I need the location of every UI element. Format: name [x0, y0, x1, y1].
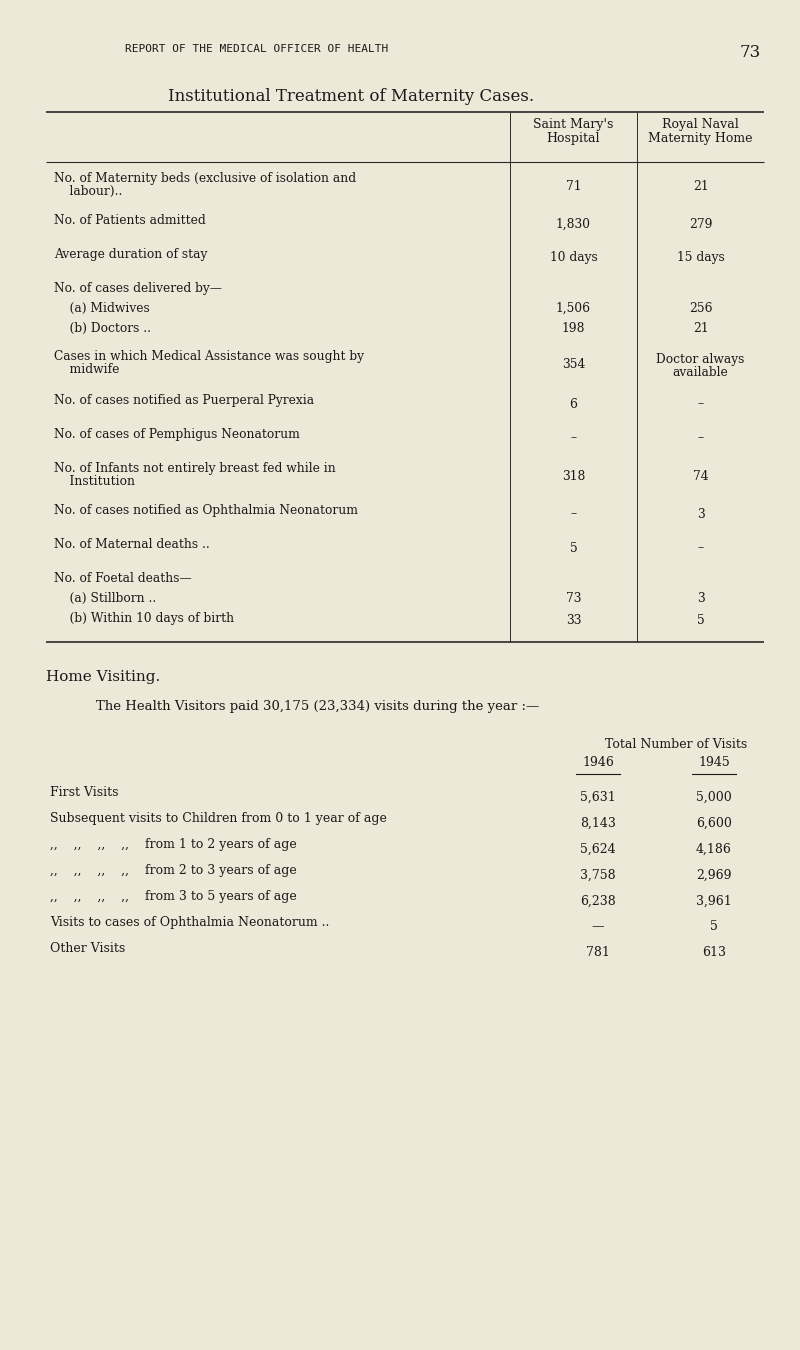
Text: 6,600: 6,600 [696, 817, 732, 829]
Text: –: – [698, 397, 703, 410]
Text: Total Number of Visits: Total Number of Visits [605, 738, 747, 751]
Text: 1946: 1946 [582, 756, 614, 770]
Text: Royal Naval: Royal Naval [662, 117, 739, 131]
Text: 5: 5 [697, 613, 704, 626]
Text: —: — [592, 921, 604, 933]
Text: –: – [570, 508, 577, 521]
Text: No. of Maternal deaths ..: No. of Maternal deaths .. [54, 539, 210, 551]
Text: 6,238: 6,238 [580, 895, 616, 907]
Text: No. of Patients admitted: No. of Patients admitted [54, 215, 206, 227]
Text: 8,143: 8,143 [580, 817, 616, 829]
Text: Doctor always: Doctor always [656, 352, 745, 366]
Text: 354: 354 [562, 359, 585, 371]
Text: 71: 71 [566, 180, 582, 193]
Text: 5,631: 5,631 [580, 791, 616, 803]
Text: 3: 3 [697, 591, 704, 605]
Text: 318: 318 [562, 470, 585, 482]
Text: 198: 198 [562, 323, 586, 336]
Text: Maternity Home: Maternity Home [648, 132, 753, 144]
Text: Subsequent visits to Children from 0 to 1 year of age: Subsequent visits to Children from 0 to … [50, 811, 387, 825]
Text: 5,624: 5,624 [580, 842, 616, 856]
Text: 10 days: 10 days [550, 251, 598, 265]
Text: 3,758: 3,758 [580, 868, 616, 882]
Text: Institutional Treatment of Maternity Cases.: Institutional Treatment of Maternity Cas… [168, 88, 534, 105]
Text: ,,    ,,    ,,    ,,    from 2 to 3 years of age: ,, ,, ,, ,, from 2 to 3 years of age [50, 864, 297, 878]
Text: Visits to cases of Ophthalmia Neonatorum ..: Visits to cases of Ophthalmia Neonatorum… [50, 917, 330, 929]
Text: labour)..: labour).. [54, 185, 122, 198]
Text: –: – [570, 432, 577, 444]
Text: 1,506: 1,506 [556, 301, 591, 315]
Text: Hospital: Hospital [546, 132, 600, 144]
Text: 6: 6 [570, 397, 578, 410]
Text: 15 days: 15 days [677, 251, 724, 265]
Text: No. of Foetal deaths—: No. of Foetal deaths— [54, 572, 192, 585]
Text: First Visits: First Visits [50, 786, 118, 799]
Text: No. of cases delivered by—: No. of cases delivered by— [54, 282, 222, 296]
Text: (b) Doctors ..: (b) Doctors .. [54, 323, 151, 335]
Text: 4,186: 4,186 [696, 842, 732, 856]
Text: 21: 21 [693, 323, 708, 336]
Text: Saint Mary's: Saint Mary's [534, 117, 614, 131]
Text: –: – [698, 541, 703, 555]
Text: Institution: Institution [54, 475, 135, 487]
Text: 5: 5 [710, 921, 718, 933]
Text: 33: 33 [566, 613, 582, 626]
Text: Other Visits: Other Visits [50, 942, 126, 954]
Text: available: available [673, 366, 728, 378]
Text: –: – [698, 432, 703, 444]
Text: Cases in which Medical Assistance was sought by: Cases in which Medical Assistance was so… [54, 350, 364, 363]
Text: 74: 74 [693, 470, 708, 482]
Text: No. of cases notified as Ophthalmia Neonatorum: No. of cases notified as Ophthalmia Neon… [54, 504, 358, 517]
Text: 21: 21 [693, 180, 708, 193]
Text: midwife: midwife [54, 363, 119, 377]
Text: ,,    ,,    ,,    ,,    from 3 to 5 years of age: ,, ,, ,, ,, from 3 to 5 years of age [50, 890, 297, 903]
Text: No. of Maternity beds (exclusive of isolation and: No. of Maternity beds (exclusive of isol… [54, 171, 356, 185]
Text: 1,830: 1,830 [556, 217, 591, 231]
Text: (b) Within 10 days of birth: (b) Within 10 days of birth [54, 612, 234, 625]
Text: 73: 73 [566, 591, 582, 605]
Text: (a) Stillborn ..: (a) Stillborn .. [54, 593, 156, 605]
Text: (a) Midwives: (a) Midwives [54, 302, 150, 315]
Text: The Health Visitors paid 30,175 (23,334) visits during the year :—: The Health Visitors paid 30,175 (23,334)… [96, 701, 539, 713]
Text: 5: 5 [570, 541, 578, 555]
Text: Average duration of stay: Average duration of stay [54, 248, 207, 261]
Text: 1945: 1945 [698, 756, 730, 770]
Text: 3: 3 [697, 508, 704, 521]
Text: No. of Infants not entirely breast fed while in: No. of Infants not entirely breast fed w… [54, 462, 336, 475]
Text: 279: 279 [689, 217, 712, 231]
Text: 256: 256 [689, 301, 712, 315]
Text: 613: 613 [702, 946, 726, 960]
Text: 2,969: 2,969 [696, 868, 732, 882]
Text: REPORT OF THE MEDICAL OFFICER OF HEALTH: REPORT OF THE MEDICAL OFFICER OF HEALTH [125, 45, 388, 54]
Text: No. of cases notified as Puerperal Pyrexia: No. of cases notified as Puerperal Pyrex… [54, 394, 314, 406]
Text: ,,    ,,    ,,    ,,    from 1 to 2 years of age: ,, ,, ,, ,, from 1 to 2 years of age [50, 838, 297, 850]
Text: 3,961: 3,961 [696, 895, 732, 907]
Text: Home Visiting.: Home Visiting. [46, 670, 160, 684]
Text: No. of cases of Pemphigus Neonatorum: No. of cases of Pemphigus Neonatorum [54, 428, 300, 441]
Text: 73: 73 [740, 45, 762, 61]
Text: 781: 781 [586, 946, 610, 960]
Text: 5,000: 5,000 [696, 791, 732, 803]
